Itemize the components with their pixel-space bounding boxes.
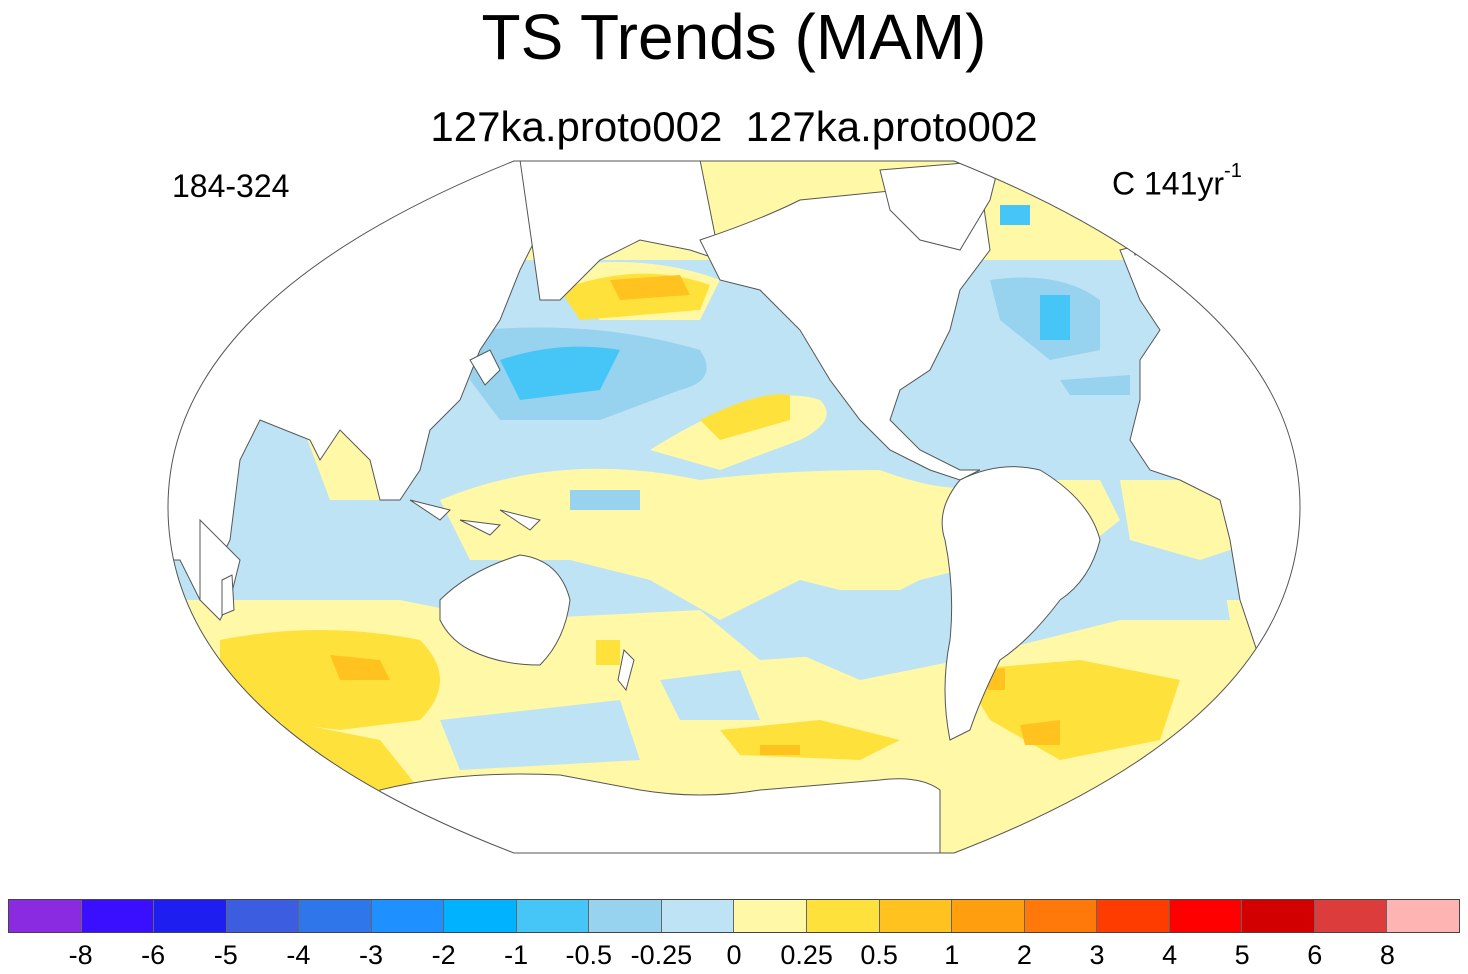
colorbar-tick-label: -3	[358, 940, 384, 970]
colorbar-swatch	[299, 900, 372, 932]
colorbar-tick-label: -6	[141, 940, 166, 970]
colorbar-swatch	[9, 900, 82, 932]
colorbar-tick-label: 2	[1016, 940, 1032, 970]
map-subtitle: 127ka.proto002 127ka.proto002	[430, 103, 1038, 150]
madagascar	[221, 574, 235, 616]
colorbar-tick-label: 6	[1307, 940, 1323, 970]
antarctica	[379, 773, 941, 853]
colorbar-swatch	[952, 900, 1025, 932]
years-label: 184-324	[172, 168, 290, 204]
colorbar-tick-label: 4	[1162, 940, 1178, 970]
colorbar-tick-label: 0	[726, 940, 742, 970]
colorbar-swatch	[226, 900, 300, 932]
colorbar-tick-label: -8	[68, 940, 93, 970]
units-prefix: C 141yr	[1112, 165, 1225, 202]
colorbar-swatch	[1387, 900, 1459, 932]
map-title: TS Trends (MAM)	[481, 1, 987, 73]
east-asia	[519, 161, 721, 301]
colorbar-swatch	[154, 900, 227, 932]
colorbar	[8, 899, 1460, 933]
colorbar-tick-label: -1	[504, 940, 529, 970]
greenland	[879, 161, 1001, 251]
colorbar-swatch	[879, 900, 953, 932]
units-label: C 141yr-1	[1112, 157, 1242, 204]
colorbar-tick-label: -4	[286, 940, 311, 970]
colorbar-tick-label: 0.25	[780, 940, 833, 970]
south-america	[941, 466, 1101, 741]
colorbar-swatch	[1314, 900, 1388, 932]
colorbar-swatch	[589, 900, 662, 932]
colorbar-swatch	[807, 900, 880, 932]
north-america	[699, 179, 991, 481]
colorbar-tick-label: 0.5	[860, 940, 898, 970]
indonesia-islands	[409, 499, 541, 536]
colorbar-swatch	[444, 900, 517, 932]
colorbar-tick-label: 3	[1089, 940, 1105, 970]
colorbar-swatch	[81, 900, 155, 932]
australia	[439, 554, 571, 666]
colorbar-tick-label: 1	[944, 940, 960, 970]
colorbar-swatch	[371, 900, 445, 932]
colorbar-tick-label: 8	[1379, 940, 1395, 970]
colorbar-tick-label: 5	[1234, 940, 1250, 970]
colorbar-swatch	[734, 900, 808, 932]
colorbar-swatch	[1169, 900, 1243, 932]
british-isles	[1129, 224, 1151, 256]
colorbar-tick-label: -5	[213, 940, 238, 970]
colorbar-swatch	[1097, 900, 1170, 932]
robinson-map	[167, 160, 1301, 854]
colorbar-tick-label: -0.5	[565, 940, 613, 970]
strong-positive-areas	[330, 275, 1060, 755]
units-exponent: -1	[1224, 160, 1242, 182]
southern-blue-patches	[440, 560, 1230, 770]
map-outline	[167, 160, 1301, 854]
colorbar-swatch	[661, 900, 735, 932]
colorbar-swatch	[1242, 900, 1315, 932]
colorbar-labels: -8 -6 -5 -4 -3 -2 -1 -0.5 -0.25 0 0.25 0.5 1 2 3 4 5 6 8	[8, 938, 1460, 974]
colorbar-swatch	[516, 900, 590, 932]
new-zealand	[617, 648, 635, 692]
japan	[469, 349, 501, 386]
colorbar-tick-label: -2	[431, 940, 456, 970]
colorbar-tick-label: -0.25	[630, 940, 693, 970]
colorbar-swatch	[1024, 900, 1098, 932]
strong-negative-areas	[500, 205, 1070, 400]
moderate-positive-areas	[220, 273, 1180, 800]
